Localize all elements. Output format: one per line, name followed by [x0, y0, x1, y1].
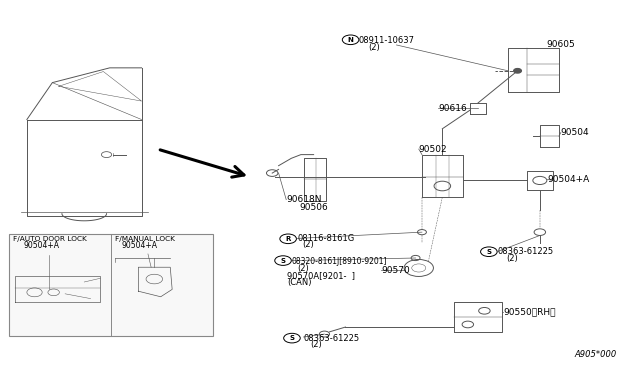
Text: S: S [280, 257, 285, 264]
Text: 90616: 90616 [438, 104, 467, 113]
Text: 08116-8161G: 08116-8161G [297, 234, 355, 243]
Text: 08363-61225: 08363-61225 [497, 247, 553, 256]
Text: (CAN): (CAN) [287, 278, 312, 287]
Text: S: S [486, 249, 492, 255]
Text: (2): (2) [297, 264, 309, 273]
Text: R: R [285, 236, 291, 242]
Text: 08320-8161J[8910-9201]: 08320-8161J[8910-9201] [292, 257, 387, 266]
Circle shape [514, 68, 522, 73]
Text: 90502: 90502 [419, 145, 447, 154]
Text: (2): (2) [507, 254, 518, 263]
Text: A905*000: A905*000 [574, 350, 616, 359]
Text: 90504+A: 90504+A [24, 241, 60, 250]
Text: 90605: 90605 [546, 41, 575, 49]
Text: F/AUTO DOOR LOCK: F/AUTO DOOR LOCK [13, 236, 87, 242]
Text: S: S [289, 335, 294, 341]
Text: (2): (2) [302, 240, 314, 249]
Text: 90504+A: 90504+A [547, 175, 589, 184]
Text: 90504+A: 90504+A [121, 241, 157, 250]
Text: 90570A[9201-  ]: 90570A[9201- ] [287, 272, 355, 280]
Text: 90504: 90504 [561, 128, 589, 137]
Text: (2): (2) [368, 43, 380, 52]
Text: 90618N: 90618N [286, 195, 322, 204]
Text: F/MANUAL LOCK: F/MANUAL LOCK [115, 236, 175, 242]
Text: 90550〈RH〉: 90550〈RH〉 [503, 308, 556, 317]
Text: (2): (2) [310, 340, 322, 349]
Text: 90570: 90570 [381, 266, 410, 275]
Text: N: N [348, 37, 353, 43]
Bar [9, 234, 213, 336]
Text: 08363-61225: 08363-61225 [303, 334, 360, 343]
Text: 90506: 90506 [300, 202, 328, 212]
Text: 08911-10637: 08911-10637 [358, 36, 414, 45]
